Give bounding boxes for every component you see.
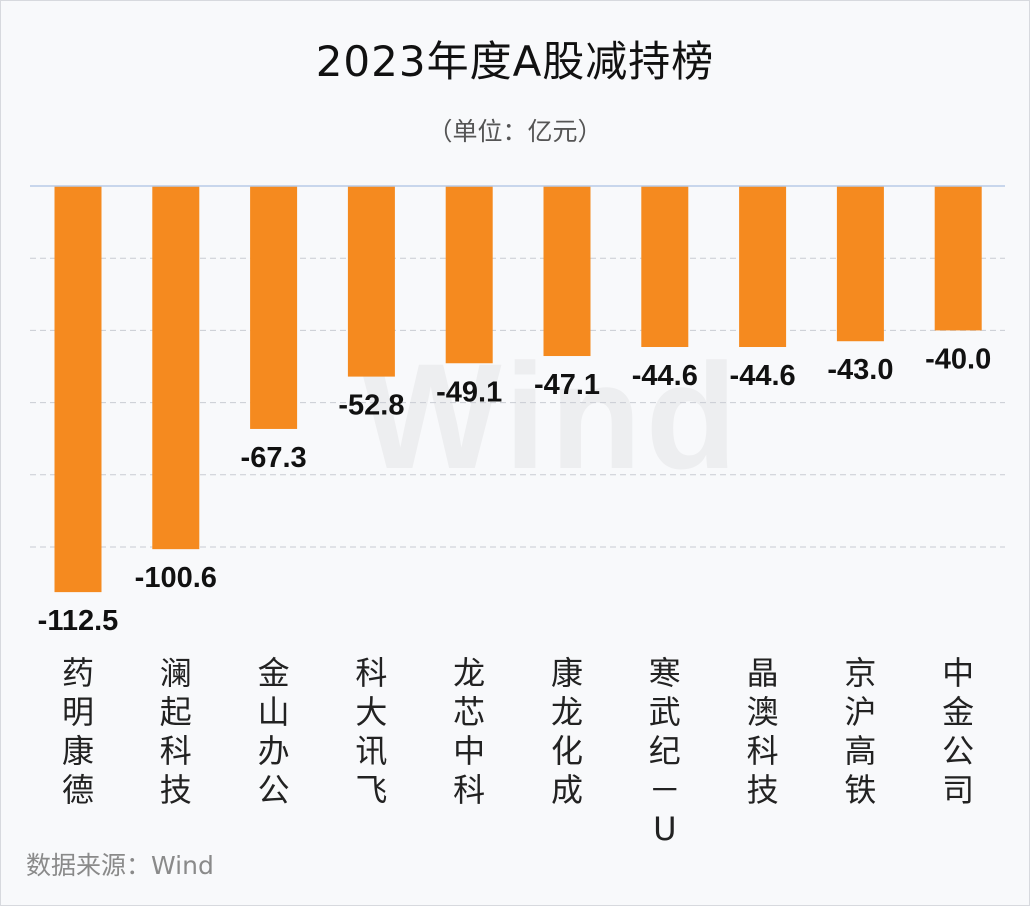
data-label: -40.0 [925,343,991,375]
category-label: 澜 起 科 技 [159,654,192,809]
bar [54,186,102,593]
category-label: 康 龙 化 成 [550,654,583,809]
category-label: 金 山 办 公 [257,654,290,809]
category-label: 药 明 康 德 [61,654,94,809]
data-label: -100.6 [135,562,217,594]
chart-title: 2023年度A股减持榜 [315,37,715,86]
data-label: -44.6 [730,360,796,392]
data-label: -44.6 [632,360,698,392]
data-label: -47.1 [534,369,600,401]
category-label: 中 金 公 司 [942,654,975,809]
data-source: 数据来源：Wind [26,851,214,880]
bar [934,186,982,331]
bar [836,186,884,342]
category-label: 科 大 讯 飞 [355,654,388,809]
chart-subtitle: （单位：亿元） [427,117,603,146]
category-label: 京 沪 高 铁 [844,654,877,809]
category-label: 龙 芯 中 科 [453,654,486,809]
bar [152,186,200,550]
category-label: 寒 武 纪 － U [648,654,681,848]
bar [543,186,591,357]
data-label: -112.5 [38,605,119,637]
data-label: -49.1 [436,376,502,408]
data-label: -67.3 [241,442,307,474]
bar [641,186,689,348]
data-label: -52.8 [338,390,404,422]
bar [445,186,493,364]
watermark-logo: Wind [360,332,742,500]
category-label: 晶 澳 科 技 [746,654,779,809]
data-label: -43.0 [827,354,893,386]
bar [250,186,298,429]
bar [739,186,787,348]
bar [347,186,395,377]
